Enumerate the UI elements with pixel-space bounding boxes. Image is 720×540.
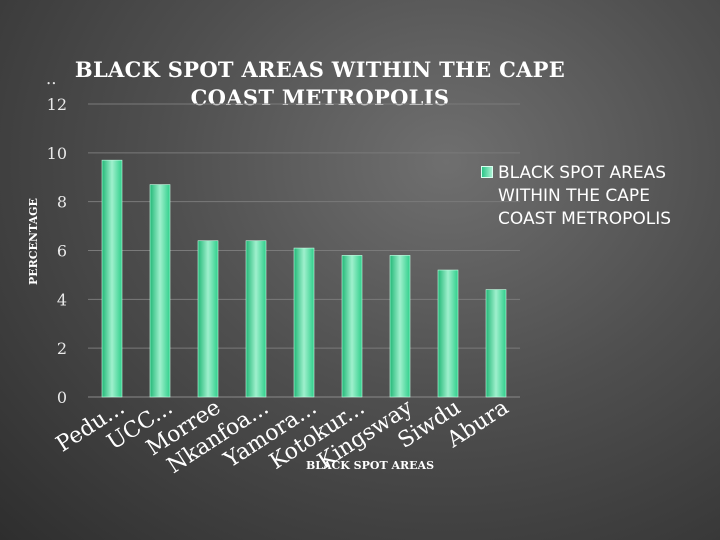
y-tick-label: 8 — [57, 193, 67, 212]
x-axis-title: BLACK SPOT AREAS — [306, 459, 434, 472]
y-tick-label: 0 — [57, 388, 67, 407]
bar-3 — [197, 240, 219, 398]
y-tick-labels: 0 2 4 6 8 10 12 — [47, 95, 67, 407]
y-tick-label: 4 — [57, 290, 67, 309]
bar-9 — [485, 289, 507, 398]
legend-swatch — [481, 166, 493, 178]
bar-2 — [149, 184, 171, 398]
y-axis-title: PERCENTAGE — [27, 198, 40, 285]
legend-label: BLACK SPOT AREAS WITHIN THE CAPE COAST M… — [498, 163, 672, 229]
bar-7 — [389, 255, 411, 398]
bars — [101, 159, 507, 398]
bar-4 — [245, 240, 267, 398]
bar-8 — [437, 269, 459, 398]
x-tick-labels: Pedu...UCC...MorreeNkanfoa...Yamora...Ko… — [52, 395, 513, 479]
bar-1 — [101, 159, 123, 398]
y-tick-label: 6 — [57, 242, 67, 261]
y-tick-label: 2 — [57, 339, 67, 358]
chart-title: BLACK SPOT AREAS WITHIN THE CAPE COAST M… — [74, 57, 566, 110]
bar-6 — [341, 255, 363, 398]
y-tick-label: 10 — [47, 144, 67, 163]
bar-5 — [293, 247, 315, 398]
y-tick-label: 12 — [47, 95, 67, 114]
